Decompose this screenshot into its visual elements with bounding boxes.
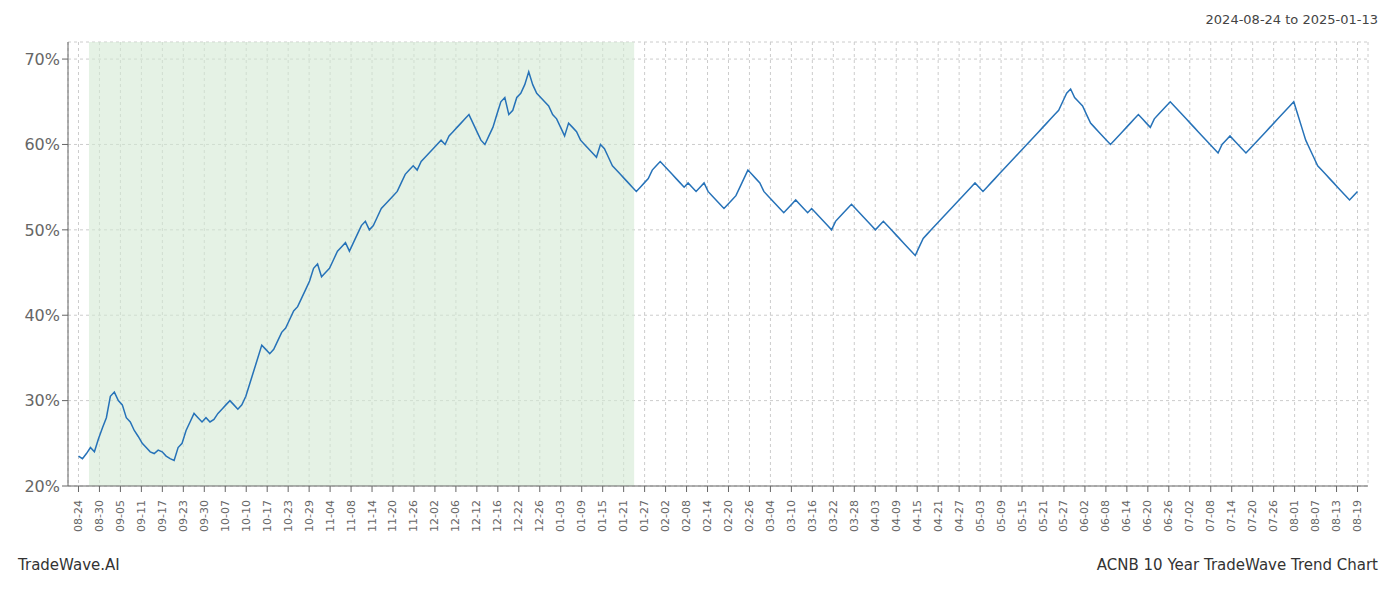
svg-text:07-14: 07-14 [1225,500,1238,532]
svg-text:03-04: 03-04 [764,500,777,532]
svg-text:01-03: 01-03 [554,500,567,532]
svg-text:12-06: 12-06 [449,500,462,532]
svg-text:04-27: 04-27 [953,500,966,532]
html-text:ACNB 10 Year TradeWave Trend C: ACNB 10 Year TradeWave Trend Chart [1096,556,1378,574]
svg-text:06-20: 06-20 [1141,500,1154,532]
svg-text:09-23: 09-23 [177,500,190,532]
svg-text:20%: 20% [24,477,60,496]
svg-text:08-19: 08-19 [1351,500,1364,532]
svg-text:09-30: 09-30 [198,500,211,532]
svg-text:08-24: 08-24 [72,500,85,532]
svg-text:11-14: 11-14 [366,500,379,532]
svg-text:02-20: 02-20 [722,500,735,532]
svg-text:30%: 30% [24,391,60,410]
svg-text:05-03: 05-03 [974,500,987,532]
svg-text:06-08: 06-08 [1099,500,1112,532]
svg-text:11-08: 11-08 [345,500,358,532]
svg-text:12-26: 12-26 [533,500,546,532]
svg-text:04-09: 04-09 [890,500,903,532]
svg-text:07-20: 07-20 [1246,500,1259,532]
svg-text:60%: 60% [24,135,60,154]
svg-text:11-04: 11-04 [324,500,337,532]
svg-text:04-21: 04-21 [932,500,945,532]
svg-text:11-20: 11-20 [386,500,399,532]
svg-text:12-16: 12-16 [491,500,504,532]
svg-text:09-05: 09-05 [114,500,127,532]
svg-text:01-21: 01-21 [617,500,630,532]
svg-text:03-22: 03-22 [827,500,840,532]
svg-text:02-08: 02-08 [680,500,693,532]
svg-text:12-22: 12-22 [512,500,525,532]
html-text:TradeWave.AI: TradeWave.AI [18,556,120,574]
svg-text:03-10: 03-10 [785,500,798,532]
svg-text:70%: 70% [24,50,60,69]
svg-text:05-09: 05-09 [995,500,1008,532]
svg-text:08-01: 08-01 [1288,500,1301,532]
svg-text:10-07: 10-07 [219,500,232,532]
svg-text:01-27: 01-27 [638,500,651,532]
svg-text:09-11: 09-11 [135,500,148,532]
svg-text:07-08: 07-08 [1204,500,1217,532]
svg-text:05-21: 05-21 [1037,500,1050,532]
svg-text:07-02: 07-02 [1183,500,1196,532]
html-text:2024-08-24 to 2025-01-13: 2024-08-24 to 2025-01-13 [1205,12,1378,27]
svg-text:40%: 40% [24,306,60,325]
svg-text:06-14: 06-14 [1120,500,1133,532]
svg-text:04-15: 04-15 [911,500,924,532]
svg-text:10-29: 10-29 [303,500,316,532]
svg-text:01-15: 01-15 [596,500,609,532]
svg-text:12-12: 12-12 [470,500,483,532]
svg-text:06-02: 06-02 [1078,500,1091,532]
svg-text:10-23: 10-23 [282,500,295,532]
svg-text:08-07: 08-07 [1309,500,1322,532]
svg-text:03-28: 03-28 [848,500,861,532]
svg-text:08-30: 08-30 [93,500,106,532]
svg-text:02-26: 02-26 [743,500,756,532]
svg-text:06-26: 06-26 [1162,500,1175,532]
svg-text:04-03: 04-03 [869,500,882,532]
svg-text:50%: 50% [24,221,60,240]
svg-text:02-14: 02-14 [701,500,714,532]
svg-text:01-09: 01-09 [575,500,588,532]
svg-text:11-26: 11-26 [407,500,420,532]
svg-text:10-10: 10-10 [240,500,253,532]
svg-text:10-17: 10-17 [261,500,274,532]
svg-text:03-16: 03-16 [806,500,819,532]
svg-text:05-15: 05-15 [1016,500,1029,532]
svg-text:08-13: 08-13 [1330,500,1343,532]
svg-text:05-27: 05-27 [1057,500,1070,532]
svg-text:07-26: 07-26 [1267,500,1280,532]
svg-text:09-17: 09-17 [156,500,169,532]
svg-text:12-02: 12-02 [428,500,441,532]
svg-text:02-02: 02-02 [659,500,672,532]
